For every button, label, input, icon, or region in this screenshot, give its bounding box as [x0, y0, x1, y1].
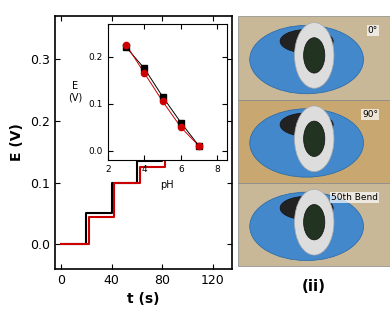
Text: (ii): (ii)	[302, 279, 326, 294]
Ellipse shape	[280, 113, 333, 136]
Text: 50th Bend: 50th Bend	[331, 193, 378, 202]
Circle shape	[303, 121, 325, 156]
Circle shape	[303, 38, 325, 73]
Bar	[238, 183, 390, 266]
Text: 0°: 0°	[368, 26, 378, 35]
Circle shape	[294, 106, 334, 172]
Ellipse shape	[250, 25, 363, 94]
Text: 90°: 90°	[362, 110, 378, 119]
Bar	[238, 16, 390, 99]
Y-axis label: E (V): E (V)	[11, 124, 24, 161]
Circle shape	[303, 204, 325, 240]
Circle shape	[294, 189, 334, 255]
Bar	[238, 99, 390, 183]
Ellipse shape	[250, 192, 363, 260]
Ellipse shape	[280, 196, 333, 220]
Ellipse shape	[280, 29, 333, 53]
Circle shape	[294, 23, 334, 88]
X-axis label: t (s): t (s)	[127, 292, 160, 306]
Ellipse shape	[250, 109, 363, 177]
